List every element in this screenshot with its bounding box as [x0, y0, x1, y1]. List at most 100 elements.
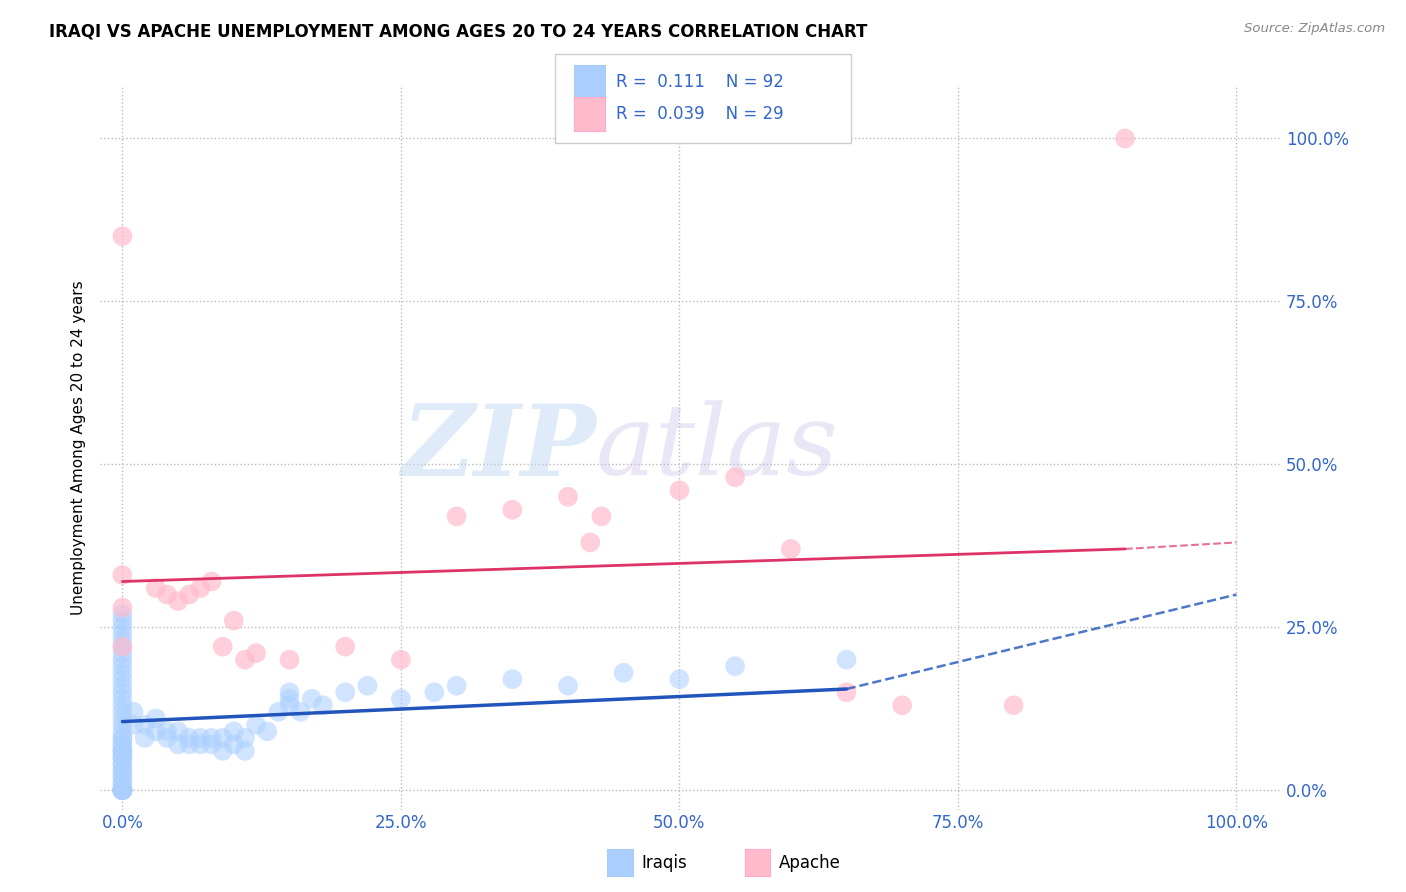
Point	[111, 659, 134, 673]
Point	[111, 783, 134, 797]
Point	[111, 614, 134, 628]
Point	[111, 744, 134, 758]
Point	[1114, 131, 1136, 145]
Text: Apache: Apache	[779, 854, 841, 871]
Point	[423, 685, 446, 699]
Text: Source: ZipAtlas.com: Source: ZipAtlas.com	[1244, 22, 1385, 36]
Point	[134, 718, 156, 732]
Point	[111, 756, 134, 771]
Point	[579, 535, 602, 549]
Point	[111, 783, 134, 797]
Point	[111, 724, 134, 739]
Point	[167, 594, 190, 608]
Point	[134, 731, 156, 745]
Point	[111, 783, 134, 797]
Point	[256, 724, 278, 739]
Point	[111, 770, 134, 784]
Point	[267, 705, 290, 719]
Point	[111, 711, 134, 725]
Point	[111, 783, 134, 797]
Point	[312, 698, 335, 713]
Text: IRAQI VS APACHE UNEMPLOYMENT AMONG AGES 20 TO 24 YEARS CORRELATION CHART: IRAQI VS APACHE UNEMPLOYMENT AMONG AGES …	[49, 22, 868, 40]
Point	[111, 756, 134, 771]
Point	[111, 653, 134, 667]
Point	[111, 665, 134, 680]
Point	[501, 672, 523, 686]
Point	[111, 672, 134, 686]
Point	[200, 731, 222, 745]
Point	[111, 568, 134, 582]
Point	[233, 731, 256, 745]
Point	[111, 750, 134, 764]
Point	[356, 679, 378, 693]
Point	[557, 490, 579, 504]
Point	[156, 731, 179, 745]
Point	[111, 731, 134, 745]
Point	[111, 783, 134, 797]
Point	[111, 764, 134, 778]
Point	[122, 718, 145, 732]
Point	[245, 646, 267, 660]
Point	[779, 541, 801, 556]
Point	[111, 783, 134, 797]
Point	[111, 229, 134, 244]
Point	[190, 731, 212, 745]
Point	[111, 691, 134, 706]
Point	[301, 691, 323, 706]
Point	[111, 607, 134, 621]
Point	[278, 685, 301, 699]
Point	[122, 705, 145, 719]
Point	[111, 646, 134, 660]
Point	[111, 750, 134, 764]
Point	[668, 672, 690, 686]
Point	[1002, 698, 1025, 713]
Point	[111, 783, 134, 797]
Point	[111, 783, 134, 797]
Point	[724, 659, 747, 673]
Text: Iraqis: Iraqis	[641, 854, 688, 871]
Point	[335, 640, 357, 654]
Point	[835, 653, 858, 667]
Point	[145, 581, 167, 595]
Point	[724, 470, 747, 484]
Point	[111, 698, 134, 713]
Point	[179, 731, 201, 745]
Point	[211, 640, 233, 654]
Point	[278, 653, 301, 667]
Point	[111, 783, 134, 797]
Point	[835, 685, 858, 699]
Point	[190, 581, 212, 595]
Point	[111, 640, 134, 654]
Point	[111, 750, 134, 764]
Point	[156, 588, 179, 602]
Point	[111, 718, 134, 732]
Text: R =  0.111    N = 92: R = 0.111 N = 92	[616, 73, 783, 91]
Point	[891, 698, 914, 713]
Point	[167, 738, 190, 752]
Point	[200, 574, 222, 589]
Point	[278, 691, 301, 706]
Point	[111, 764, 134, 778]
Point	[111, 783, 134, 797]
Text: ZIP: ZIP	[401, 400, 596, 496]
Point	[111, 776, 134, 790]
Point	[233, 744, 256, 758]
Point	[245, 718, 267, 732]
Point	[156, 724, 179, 739]
Point	[211, 731, 233, 745]
Text: atlas: atlas	[596, 401, 839, 496]
Point	[389, 653, 412, 667]
Point	[446, 679, 468, 693]
Point	[111, 620, 134, 634]
Point	[211, 744, 233, 758]
Point	[233, 653, 256, 667]
Text: R =  0.039    N = 29: R = 0.039 N = 29	[616, 105, 783, 123]
Point	[111, 783, 134, 797]
Point	[335, 685, 357, 699]
Point	[111, 705, 134, 719]
Point	[668, 483, 690, 498]
Point	[111, 626, 134, 640]
Y-axis label: Unemployment Among Ages 20 to 24 years: Unemployment Among Ages 20 to 24 years	[72, 281, 86, 615]
Point	[389, 691, 412, 706]
Point	[613, 665, 636, 680]
